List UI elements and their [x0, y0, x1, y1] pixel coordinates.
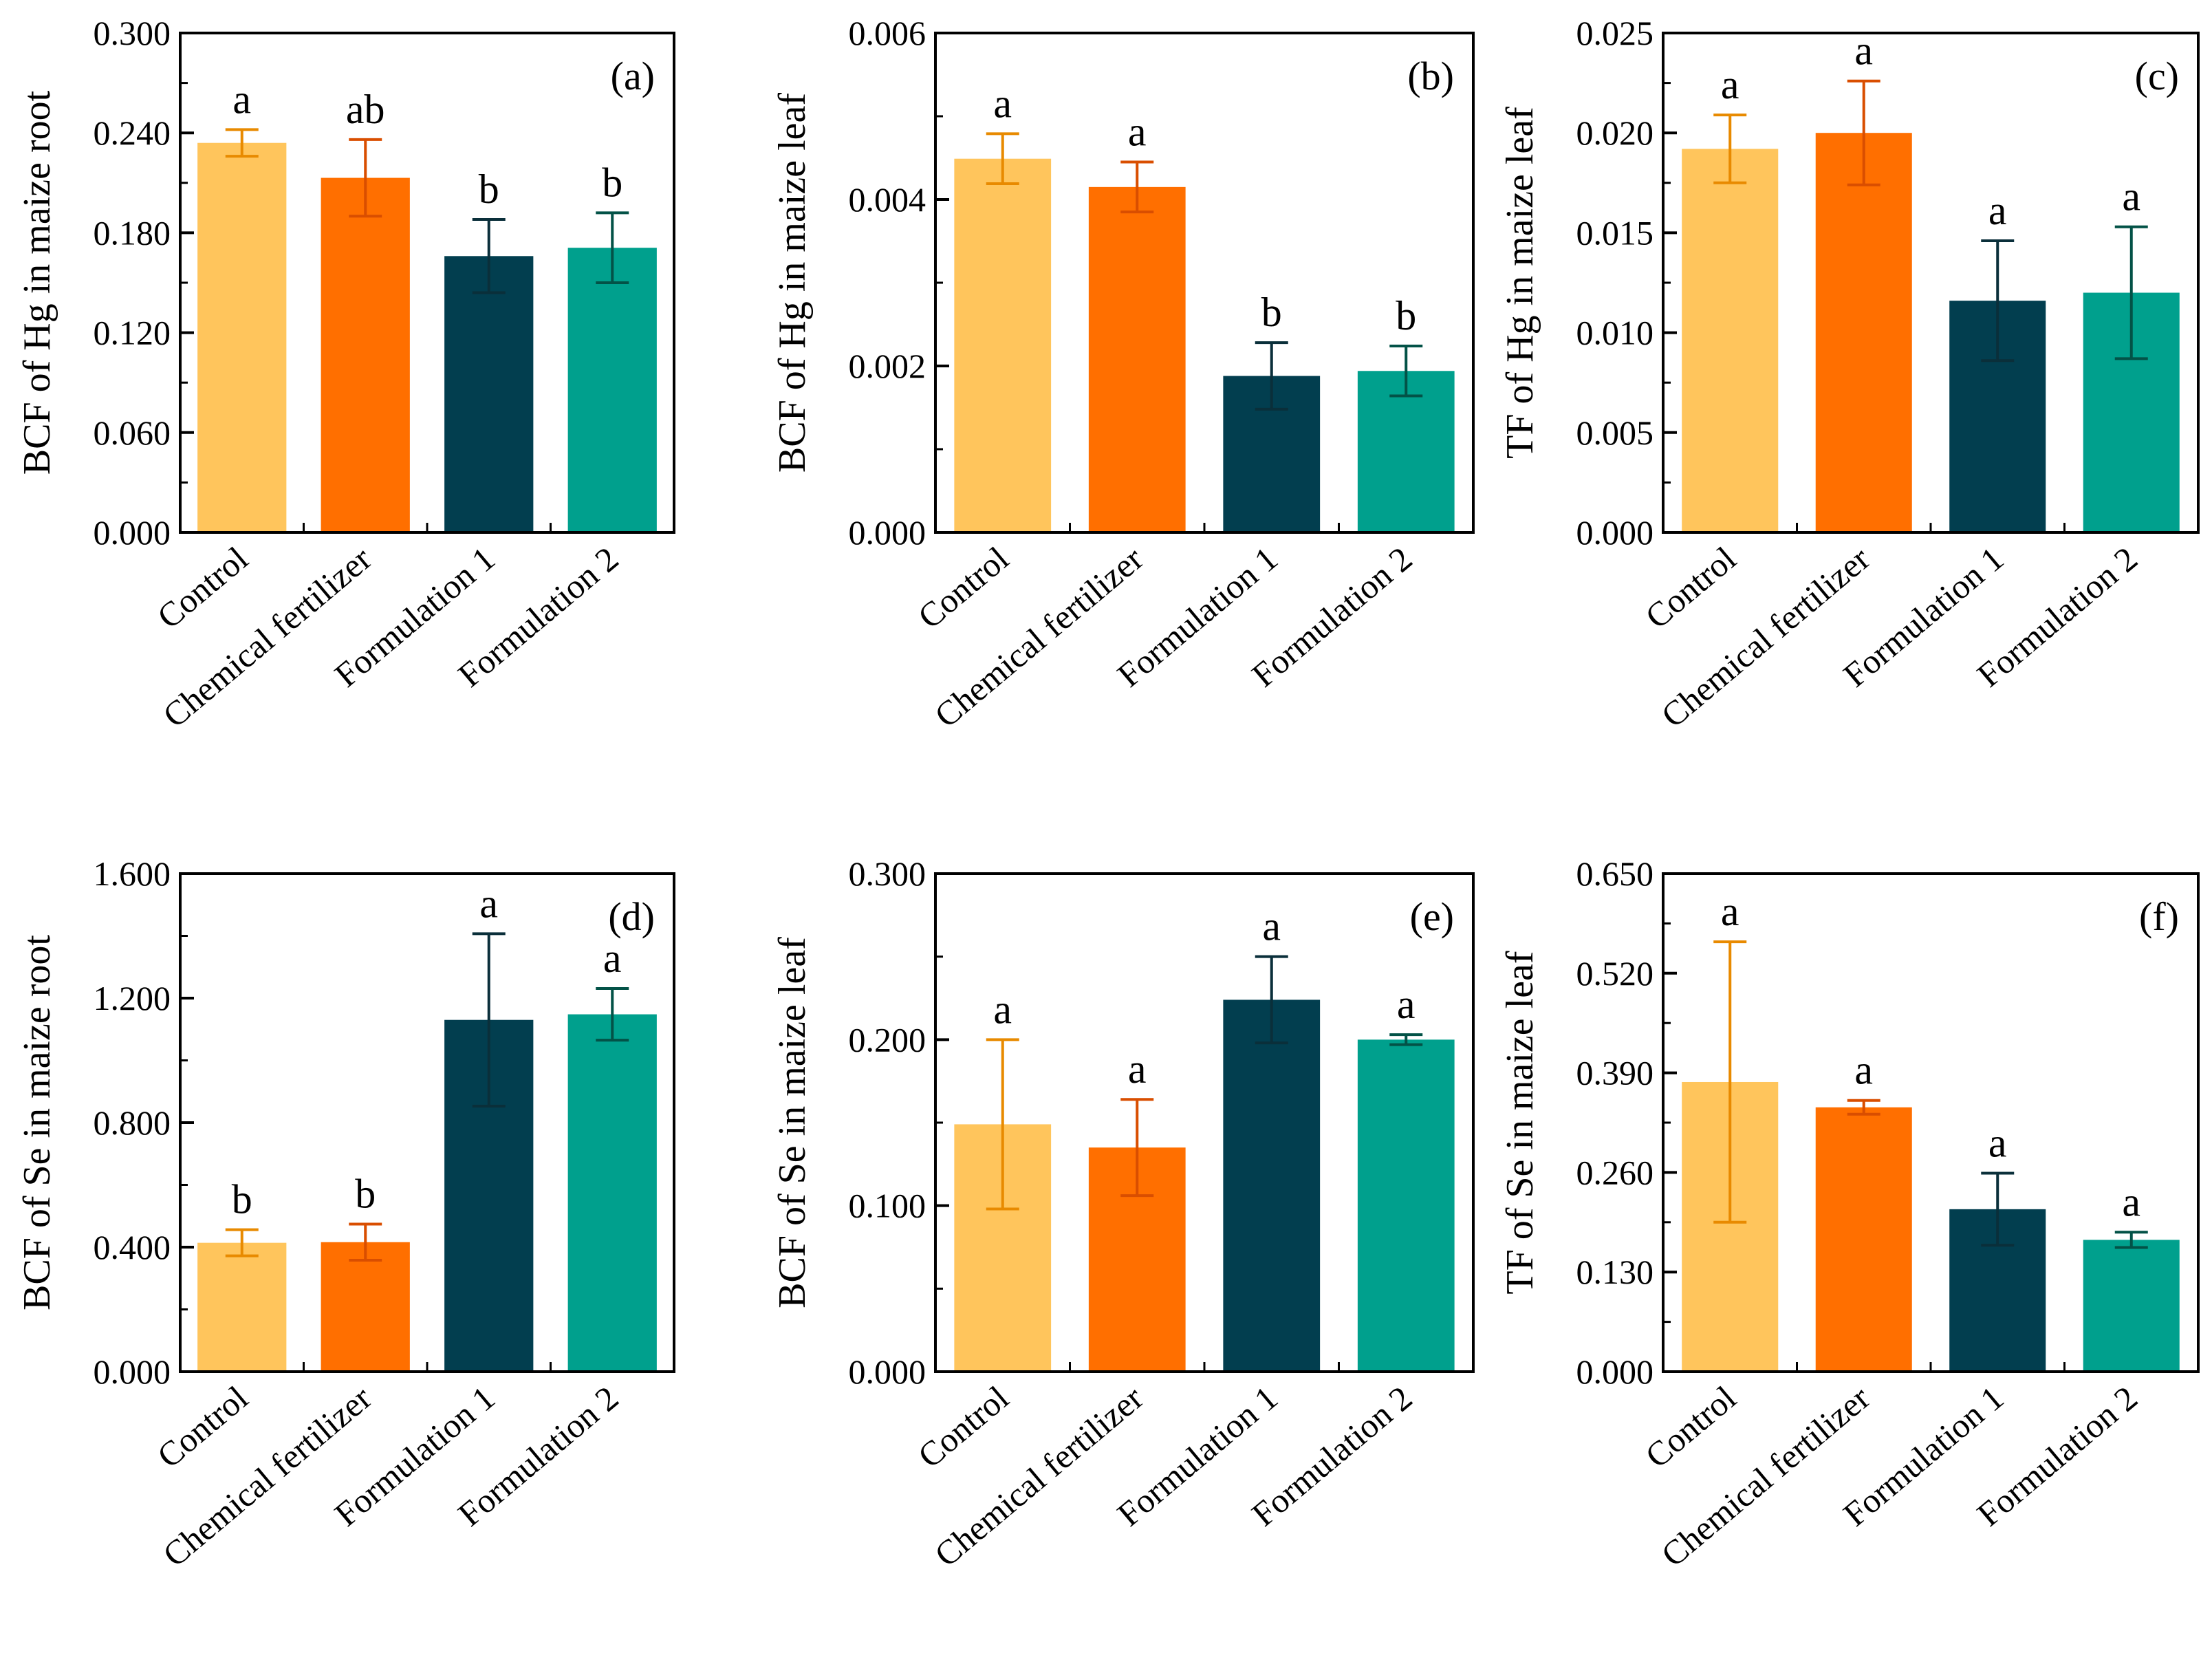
y-tick-label: 0.006	[849, 14, 926, 52]
y-tick-label: 0.120	[94, 314, 171, 352]
x-tick-label: Control	[1638, 539, 1743, 636]
y-tick-label: 0.025	[1576, 14, 1654, 52]
significance-letter: b	[479, 166, 499, 212]
x-tick-label: Control	[1638, 1379, 1743, 1476]
x-tick-label: Control	[150, 1379, 255, 1476]
x-tick-label: Control	[911, 539, 1016, 636]
significance-letter: b	[1261, 290, 1282, 335]
significance-letter: a	[1397, 982, 1416, 1027]
y-tick-label: 1.200	[94, 979, 171, 1017]
x-tick-label: Chemical fertilizer	[155, 1378, 378, 1574]
bar	[444, 256, 534, 532]
y-tick-label: 0.390	[1576, 1054, 1654, 1092]
y-tick-label: 0.020	[1576, 114, 1654, 152]
y-tick-label: 0.100	[849, 1187, 926, 1225]
y-tick-label: 0.300	[94, 14, 171, 52]
bar	[954, 158, 1052, 532]
significance-letter: a	[1721, 62, 1739, 107]
y-tick-label: 0.650	[1576, 854, 1654, 893]
significance-letter: a	[1988, 188, 2007, 233]
y-tick-label: 1.600	[94, 854, 171, 893]
y-tick-label: 0.800	[94, 1103, 171, 1142]
panel-label: (e)	[1410, 894, 1454, 939]
panel-label: (d)	[608, 894, 655, 939]
significance-letter: a	[1854, 28, 1873, 74]
bar	[1815, 1107, 1912, 1372]
y-tick-label: 0.000	[849, 513, 926, 552]
bar	[1682, 149, 1779, 532]
y-tick-label: 0.002	[849, 347, 926, 385]
y-tick-label: 0.000	[94, 1352, 171, 1391]
y-tick-label: 0.260	[1576, 1153, 1654, 1191]
significance-letter: a	[2122, 174, 2140, 219]
y-axis-title: TF of Se in maize leaf	[1499, 951, 1541, 1295]
significance-letter: b	[1396, 293, 1416, 338]
y-axis-title: TF of Hg in maize leaf	[1499, 107, 1541, 459]
bar	[1357, 371, 1455, 532]
y-tick-label: 0.000	[1576, 1352, 1654, 1391]
significance-letter: a	[1128, 1046, 1147, 1092]
significance-letter: a	[603, 936, 622, 981]
bar	[197, 1242, 287, 1372]
y-tick-label: 0.005	[1576, 413, 1654, 452]
significance-letter: a	[1721, 889, 1739, 934]
y-axis-title: BCF of Se in maize root	[16, 935, 58, 1310]
bar	[567, 1014, 657, 1372]
y-tick-label: 0.060	[94, 413, 171, 452]
y-tick-label: 0.400	[94, 1228, 171, 1266]
y-axis-title: BCF of Hg in maize root	[16, 90, 58, 475]
significance-letter: a	[1988, 1121, 2007, 1166]
y-tick-label: 0.015	[1576, 213, 1654, 252]
y-tick-label: 0.000	[94, 513, 171, 552]
y-tick-label: 0.180	[94, 213, 171, 252]
significance-letter: a	[2122, 1179, 2140, 1224]
significance-letter: a	[993, 80, 1012, 126]
y-axis-title: BCF of Hg in maize leaf	[771, 93, 814, 473]
y-tick-label: 0.300	[849, 854, 926, 893]
significance-letter: a	[232, 76, 251, 122]
y-tick-label: 0.130	[1576, 1253, 1654, 1291]
significance-letter: a	[1262, 904, 1281, 949]
significance-letter: b	[355, 1171, 376, 1217]
panel-label: (a)	[611, 54, 655, 98]
bar	[197, 142, 287, 533]
y-tick-label: 0.010	[1576, 314, 1654, 352]
bar	[567, 248, 657, 532]
bar	[321, 177, 410, 532]
bar	[1357, 1039, 1455, 1372]
bar	[2083, 1240, 2180, 1372]
significance-letter: a	[993, 986, 1012, 1032]
y-tick-label: 0.000	[849, 1352, 926, 1391]
x-tick-label: Chemical fertilizer	[155, 539, 378, 735]
panel-label: (c)	[2135, 54, 2179, 98]
bar	[1223, 1000, 1321, 1372]
x-tick-label: Control	[911, 1379, 1016, 1476]
y-tick-label: 0.520	[1576, 954, 1654, 993]
bar	[1815, 133, 1912, 532]
y-tick-label: 0.000	[1576, 513, 1654, 552]
significance-letter: ab	[346, 87, 385, 132]
panel-label: (b)	[1407, 54, 1454, 98]
y-tick-label: 0.004	[849, 180, 926, 219]
panel-label: (f)	[2139, 894, 2179, 939]
bar	[1088, 186, 1186, 532]
y-axis-title: BCF of Se in maize leaf	[771, 937, 814, 1308]
y-tick-label: 0.200	[849, 1020, 926, 1059]
bar	[321, 1242, 410, 1372]
x-tick-label: Control	[150, 539, 255, 636]
significance-letter: b	[602, 160, 622, 205]
significance-letter: a	[1128, 109, 1147, 155]
significance-letter: a	[1854, 1048, 1873, 1093]
significance-letter: a	[479, 880, 498, 926]
y-tick-label: 0.240	[94, 114, 171, 152]
significance-letter: b	[232, 1177, 252, 1222]
